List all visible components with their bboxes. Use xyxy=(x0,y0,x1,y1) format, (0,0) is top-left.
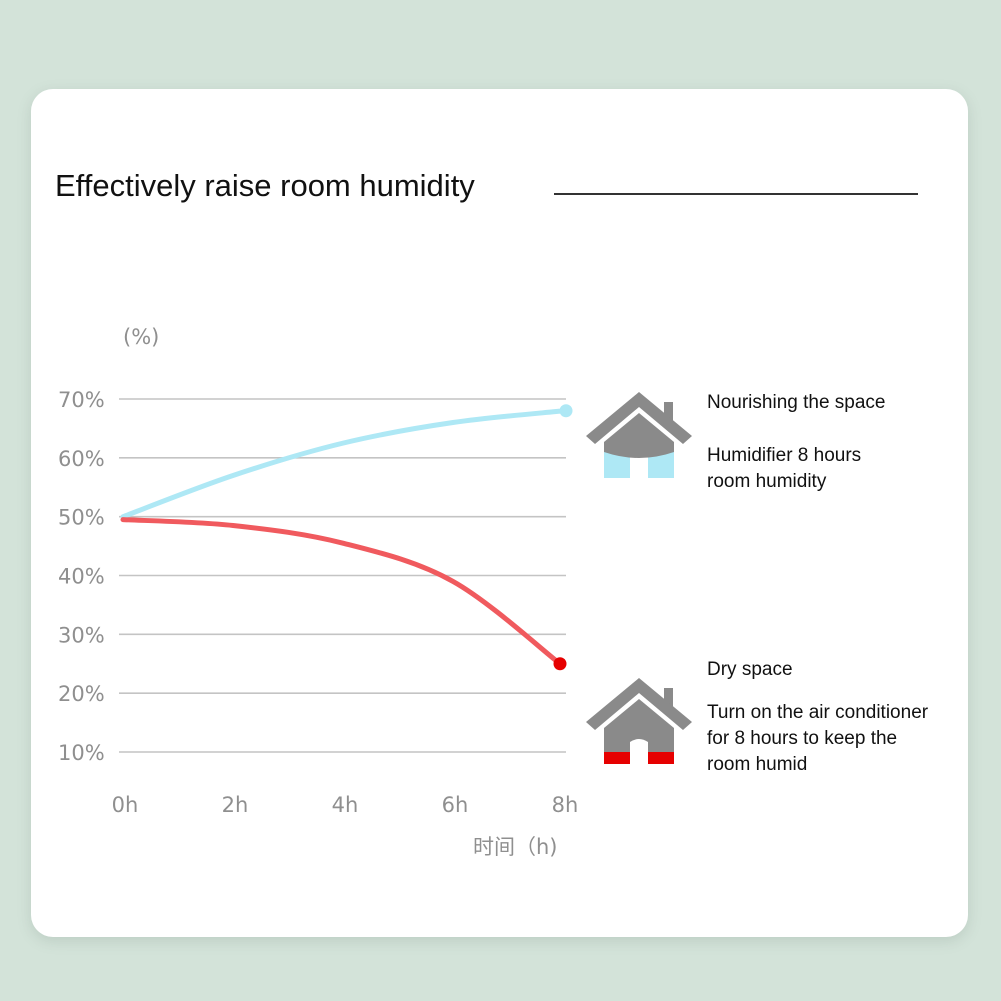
x-axis-ticks: 0h 2h 4h 6h 8h xyxy=(112,793,579,817)
series-end-point-air-conditioner xyxy=(553,657,567,671)
page-title: Effectively raise room humidity xyxy=(55,168,475,203)
chart-gridlines xyxy=(119,398,566,753)
legend-dry-heading: Dry space xyxy=(707,659,793,680)
y-tick-label-30: 30% xyxy=(58,623,105,647)
y-axis-ticks: 10% 20% 30% 40% 50% 60% 70% xyxy=(58,388,105,765)
y-tick-label-60: 60% xyxy=(58,447,105,471)
legend-dry-line3: room humid xyxy=(707,754,808,775)
chart-series xyxy=(120,404,573,671)
series-line-humidifier xyxy=(120,408,567,520)
x-tick-label-6h: 6h xyxy=(442,793,469,817)
legend-dry-line2: for 8 hours to keep the xyxy=(707,728,898,749)
house-dry-icon xyxy=(586,678,692,764)
house-humid-icon xyxy=(586,392,692,478)
y-axis-label: (%) xyxy=(123,325,159,349)
series-line-air-conditioner xyxy=(120,517,563,667)
content-card xyxy=(31,89,968,937)
x-tick-label-8h: 8h xyxy=(552,793,579,817)
legend-humid-heading: Nourishing the space xyxy=(707,392,886,413)
x-tick-label-4h: 4h xyxy=(332,793,359,817)
y-tick-label-40: 40% xyxy=(58,565,105,589)
legend-humid-line2: room humidity xyxy=(707,471,827,492)
y-tick-label-20: 20% xyxy=(58,682,105,706)
series-end-point-humidifier xyxy=(559,404,573,418)
y-tick-label-10: 10% xyxy=(58,741,105,765)
legend-humid-line1: Humidifier 8 hours xyxy=(707,445,862,466)
y-tick-label-70: 70% xyxy=(58,388,105,412)
title-divider xyxy=(554,193,918,195)
y-tick-label-50: 50% xyxy=(58,506,105,530)
legend-dry-line1: Turn on the air conditioner xyxy=(707,702,929,723)
x-tick-label-0h: 0h xyxy=(112,793,139,817)
x-axis-label: 时间（h) xyxy=(473,835,558,859)
x-tick-label-2h: 2h xyxy=(222,793,249,817)
